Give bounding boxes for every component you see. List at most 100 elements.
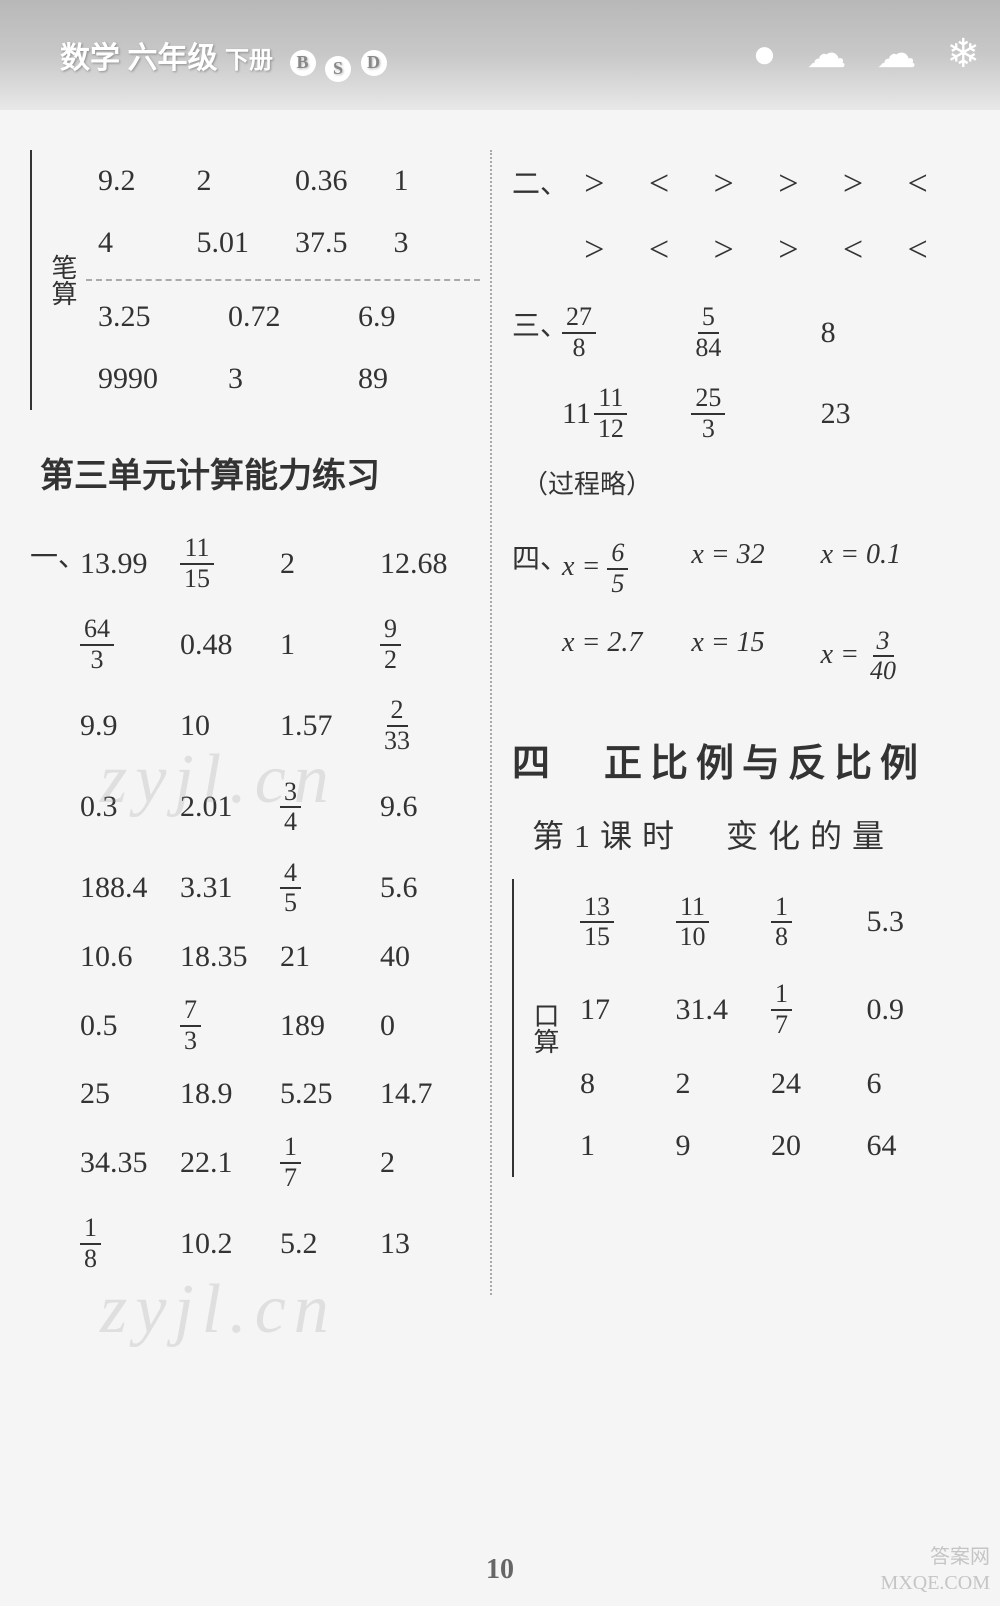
- bisuan-section: 笔算 9.220.36145.0137.533.250.726.99990389: [30, 150, 480, 410]
- q4-block: 四、 x = 65x = 32x = 0.1x = 2.7x = 15x = 3…: [512, 525, 950, 699]
- table-row: 9.220.361: [86, 150, 480, 212]
- answer-cell: 10.2: [180, 1227, 280, 1261]
- answer-row: 0.32.01349.6: [80, 767, 480, 848]
- right-column: 二、 ><>>><><>><< 三、 278584811111225323 （过…: [490, 150, 950, 1295]
- equation-cell: x = 2.7: [562, 627, 691, 686]
- q2-content: ><>>><><>><<: [562, 150, 950, 282]
- q2-label: 二、: [512, 150, 562, 282]
- table-row: 45.0137.53: [86, 212, 480, 274]
- q4-content: x = 65x = 32x = 0.1x = 2.7x = 15x = 340: [562, 525, 950, 699]
- q3-note: （过程略）: [522, 464, 950, 501]
- compare-cell: >: [691, 228, 756, 270]
- data-cell: 17: [759, 980, 855, 1039]
- cloud-icon-2: ☁: [876, 30, 916, 77]
- answer-cell: 2: [380, 1146, 480, 1180]
- compare-cell: >: [562, 162, 627, 204]
- answer-cell: 9.9: [80, 709, 180, 743]
- data-cell: 9990: [86, 362, 216, 396]
- table-row: 1731.4170.9: [568, 966, 950, 1053]
- q1-label: 一、: [30, 523, 80, 1285]
- data-cell: 2: [664, 1067, 760, 1101]
- bsd-b: B: [290, 50, 316, 76]
- answer-cell: 0: [380, 1009, 480, 1043]
- kousuan-table: 13151110185.31731.4170.982246192064: [568, 879, 950, 1177]
- answer-cell: 2.01: [180, 790, 280, 824]
- volume: 下册: [225, 48, 273, 74]
- answer-cell: 584: [691, 303, 820, 362]
- answer-cell: 92: [380, 615, 480, 674]
- data-cell: 3: [382, 226, 481, 260]
- compare-cell: <: [885, 228, 950, 270]
- q1-block: 一、 13.991115212.686430.481929.9101.57233…: [30, 523, 480, 1285]
- data-cell: 17: [568, 993, 664, 1027]
- data-cell: 1315: [568, 893, 664, 952]
- answer-cell: 2: [280, 547, 380, 581]
- answer-cell: 21: [280, 940, 380, 974]
- answer-cell: 14.7: [380, 1077, 480, 1111]
- answer-cell: 643: [80, 615, 180, 674]
- bisuan-label: 笔算: [30, 150, 86, 410]
- cloud-icon: ☁: [806, 30, 846, 77]
- equation-cell: x = 340: [821, 627, 950, 686]
- answer-cell: 1: [280, 628, 380, 662]
- compare-cell: >: [691, 162, 756, 204]
- answer-row: 11111225323: [562, 373, 950, 454]
- bsd-d: D: [361, 50, 387, 76]
- kousuan-section: 口算 13151110185.31731.4170.982246192064: [512, 879, 950, 1177]
- bsd-badges: B S D: [289, 42, 388, 75]
- data-cell: 0.72: [216, 300, 346, 334]
- kousuan-label: 口算: [512, 879, 568, 1177]
- answer-row: 0.5731890: [80, 985, 480, 1066]
- answer-cell: 111112: [562, 384, 691, 443]
- equation-cell: x = 65: [562, 539, 691, 598]
- answer-cell: 5.2: [280, 1227, 380, 1261]
- data-cell: 8: [568, 1067, 664, 1101]
- data-cell: 1110: [664, 893, 760, 952]
- header-title: 数学 六年级 下册 B S D: [60, 33, 388, 77]
- data-cell: 4: [86, 226, 185, 260]
- answer-cell: 18.35: [180, 940, 280, 974]
- answer-cell: 73: [180, 996, 280, 1055]
- compare-cell: >: [756, 228, 821, 270]
- table-row: 192064: [568, 1115, 950, 1177]
- subject: 数学: [60, 42, 120, 75]
- compare-cell: <: [821, 228, 886, 270]
- data-cell: 5.01: [185, 226, 284, 260]
- header-decorations: ● ☁ ☁ ❄: [752, 30, 980, 77]
- unit3-title: 第三单元计算能力练习: [40, 448, 480, 497]
- q1-content: 13.991115212.686430.481929.9101.572330.3…: [80, 523, 480, 1285]
- data-cell: 6: [855, 1067, 951, 1101]
- q4-label: 四、: [512, 525, 562, 699]
- data-cell: 0.36: [283, 164, 382, 198]
- answer-cell: 253: [691, 384, 820, 443]
- answer-row: 34.3522.1172: [80, 1122, 480, 1203]
- answer-row: 2785848: [562, 292, 950, 373]
- watermark-corner: 答案网 MXQE.COM: [881, 1544, 990, 1596]
- equation-cell: x = 0.1: [821, 539, 950, 598]
- answer-cell: 233: [380, 696, 480, 755]
- answer-cell: 13: [380, 1227, 480, 1261]
- page-number: 10: [486, 1554, 514, 1586]
- answer-cell: 5.25: [280, 1077, 380, 1111]
- answer-row: 2518.95.2514.7: [80, 1066, 480, 1122]
- answer-cell: 189: [280, 1009, 380, 1043]
- answer-cell: 13.99: [80, 547, 180, 581]
- equation-cell: x = 32: [691, 539, 820, 598]
- data-cell: 3.25: [86, 300, 216, 334]
- left-column: 笔算 9.220.36145.0137.533.250.726.99990389…: [30, 150, 490, 1295]
- unit4-title: 四 正比例与反比例: [512, 732, 950, 787]
- data-cell: 64: [855, 1129, 951, 1163]
- compare-cell: >: [756, 162, 821, 204]
- answer-row: 13.991115212.68: [80, 523, 480, 604]
- answer-row: 10.618.352140: [80, 929, 480, 985]
- answer-cell: 17: [280, 1133, 380, 1192]
- compare-cell: >: [821, 162, 886, 204]
- q3-content: 278584811111225323: [562, 292, 950, 454]
- compare-row: ><>><<: [562, 216, 950, 282]
- answer-cell: 188.4: [80, 871, 180, 905]
- answer-cell: 40: [380, 940, 480, 974]
- answer-cell: 0.3: [80, 790, 180, 824]
- q3-label: 三、: [512, 292, 562, 454]
- answer-cell: 3.31: [180, 871, 280, 905]
- data-cell: 18: [759, 893, 855, 952]
